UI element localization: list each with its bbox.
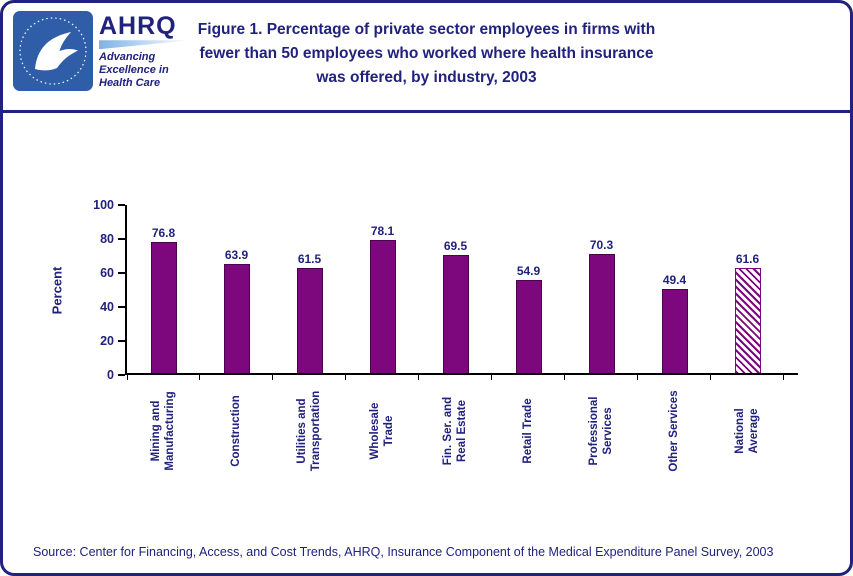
category-label-text: Fin. Ser. and Real Estate [441,396,468,466]
bar-value-label: 76.8 [151,226,176,241]
bars: 76.8 63.9 61.5 78.1 69.5 54.9 70.3 49.4 61.6 [125,205,798,375]
y-tick: 100 [75,197,125,213]
y-tick: 60 [75,265,125,281]
bar-column: 78.1 [346,224,419,373]
category-label: Mining and Manufacturing [127,375,200,487]
y-tick-label: 20 [100,334,114,348]
bar-column: 76.8 [127,226,200,373]
category-label-text: Utilities and Transportation [295,390,322,472]
bar [588,253,615,373]
bar [223,264,250,373]
bar [442,254,469,373]
figure-title: Figure 1. Percentage of private sector e… [197,21,656,87]
bar [661,289,688,373]
bar [150,242,177,373]
category-label: Wholesale Trade [346,375,419,487]
y-tick-label: 80 [100,232,114,246]
y-tick-mark [118,204,125,206]
bar-column: 54.9 [492,264,565,373]
y-axis-ticks: 100 80 60 40 20 0 [75,198,125,383]
category-label-text: Mining and Manufacturing [149,391,176,471]
y-tick: 40 [75,299,125,315]
ahrq-tagline-line: Health Care [99,76,161,89]
bar-column: 61.5 [273,252,346,373]
bar-column: 63.9 [200,248,273,373]
ahrq-tagline-line: Advancing [99,51,156,64]
y-tick: 20 [75,333,125,349]
category-label: Construction [200,375,273,487]
y-tick-label: 40 [100,300,114,314]
bar-value-label: 61.5 [297,252,322,267]
bar [296,268,323,373]
category-label-text: Other Services [667,390,680,472]
bar-hatched [734,268,761,373]
category-label: Fin. Ser. and Real Estate [419,375,492,487]
plot-area: 76.8 63.9 61.5 78.1 69.5 54.9 70.3 49.4 61.6 Min… [125,205,798,487]
category-label-text: Professional Services [587,396,614,466]
ahrq-logo: AHRQ Advancing Excellence in Health Care [95,11,201,91]
logo-block: AHRQ Advancing Excellence in Health Care [13,11,201,91]
y-tick-label: 0 [107,368,114,382]
source-note: Source: Center for Financing, Access, an… [33,545,774,559]
bar-value-label: 78.1 [370,224,395,239]
ahrq-acronym: AHRQ [99,12,177,40]
category-label-text: Construction [229,395,242,467]
y-axis-title: Percent [39,205,75,375]
bar [515,279,542,373]
category-label-text: National Average [733,408,760,454]
category-label: Retail Trade [492,375,565,487]
bar-column: 49.4 [638,273,711,373]
y-tick-mark [118,272,125,274]
bar-chart: Percent 100 80 60 40 20 0 76.8 63.9 61.5 78.1 69.… [39,198,850,487]
header: AHRQ Advancing Excellence in Health Care… [3,3,850,113]
y-tick-label: 60 [100,266,114,280]
bar-value-label: 61.6 [735,252,760,267]
y-tick-mark [118,238,125,240]
category-label: National Average [711,375,784,487]
category-label-text: Wholesale Trade [368,402,395,460]
ahrq-gradient-swoosh [99,40,191,50]
bar-column: 61.6 [711,252,784,373]
category-label-text: Retail Trade [521,398,534,464]
ahrq-tagline-line: Excellence in [99,63,169,76]
bar-value-label: 70.3 [589,237,614,252]
y-tick-mark [118,374,125,376]
y-tick-mark [118,340,125,342]
y-tick-mark [118,306,125,308]
y-tick-label: 100 [93,198,114,212]
category-label: Professional Services [565,375,638,487]
bar [369,240,396,373]
hhs-eagle-logo [13,11,93,91]
bar-value-label: 49.4 [662,273,687,288]
category-label: Utilities and Transportation [273,375,346,487]
y-axis-title-text: Percent [49,266,65,314]
bar-value-label: 69.5 [443,238,468,253]
y-tick: 0 [75,367,125,383]
bar-value-label: 63.9 [224,248,249,263]
bar-value-label: 54.9 [516,263,541,278]
category-labels: Mining and Manufacturing Construction Utili… [127,375,798,487]
category-label: Other Services [638,375,711,487]
bar-column: 70.3 [565,237,638,373]
y-tick: 80 [75,231,125,247]
ahrq-tagline: Advancing Excellence in Health Care [99,51,197,89]
bar-column: 69.5 [419,239,492,373]
